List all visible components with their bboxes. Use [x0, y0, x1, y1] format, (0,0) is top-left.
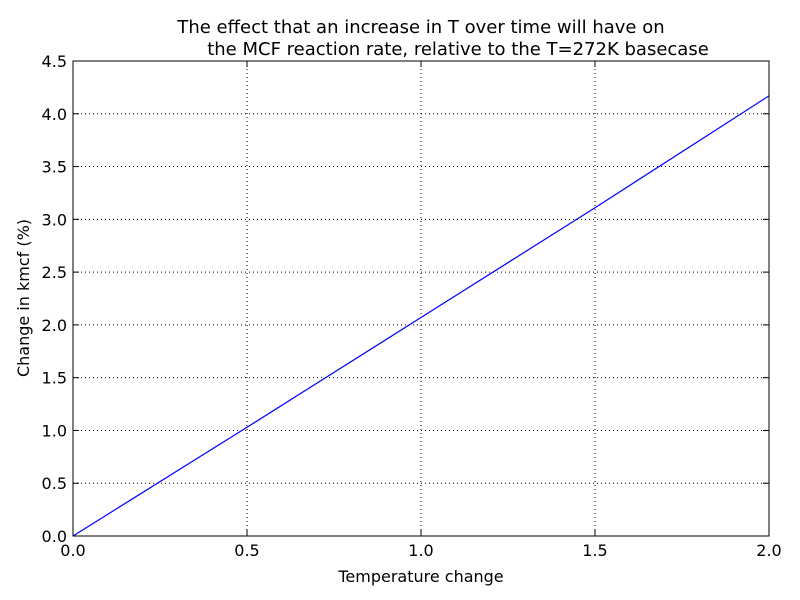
y-axis-label: Change in kmcf (%) — [14, 219, 33, 377]
y-tick-label: 3.5 — [42, 158, 67, 177]
y-tick-label: 1.0 — [42, 421, 67, 440]
x-tick-label: 0.0 — [60, 541, 85, 560]
y-tick-label: 4.5 — [42, 52, 67, 71]
series-layer — [72, 95, 770, 537]
x-tick-label: 2.0 — [756, 541, 781, 560]
chart-title-line-1: The effect that an increase in T over ti… — [176, 17, 664, 38]
y-tick-labels: 0.0 0.5 1.0 1.5 2.0 2.5 3.0 3.5 4.0 4.5 — [42, 52, 67, 546]
y-tick-label: 2.5 — [42, 263, 67, 282]
x-tick-label: 0.5 — [234, 541, 259, 560]
y-tick-label: 0.5 — [42, 474, 67, 493]
x-tick-labels: 0.0 0.5 1.0 1.5 2.0 — [60, 541, 781, 560]
y-tick-label: 2.0 — [42, 316, 67, 335]
y-tick-label: 1.5 — [42, 369, 67, 388]
chart-title-line-2: the MCF reaction rate, relative to the T… — [207, 39, 709, 60]
x-tick-label: 1.5 — [582, 541, 607, 560]
plot-frame — [72, 60, 770, 537]
y-tick-label: 0.0 — [42, 527, 67, 546]
y-tick-label: 3.0 — [42, 210, 67, 229]
series-line — [72, 95, 770, 537]
x-tick-label: 1.0 — [408, 541, 433, 560]
x-axis-label: Temperature change — [337, 567, 503, 586]
y-tick-label: 4.0 — [42, 105, 67, 124]
ticks — [72, 60, 770, 537]
grid — [72, 60, 770, 537]
